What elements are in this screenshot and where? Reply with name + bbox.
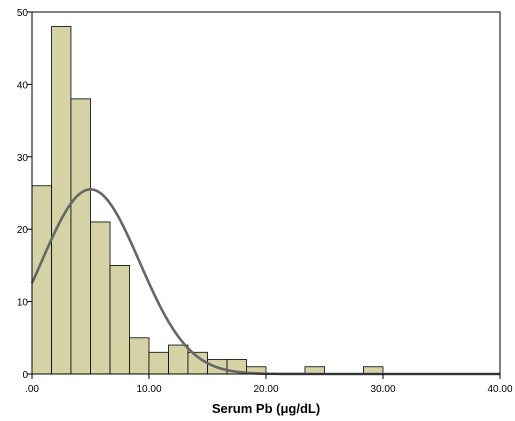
x-tick-label-3: 30.00 [370,384,395,395]
histogram-bar-3 [90,221,111,375]
y-tick-label-2: 20 [17,225,29,236]
histogram-bar-4 [109,264,130,375]
x-tick-label-4: 40.00 [487,384,512,395]
x-axis-title: Serum Pb (μg/dL) [212,401,320,416]
x-axis: .00 10.00 20.00 30.00 40.00 [25,374,513,395]
x-tick-label-1: 10.00 [136,384,161,395]
histogram-bar-7 [168,344,189,375]
histogram-bar-2 [70,98,91,375]
x-tick-label-0: .00 [25,384,39,395]
y-tick-label-4: 40 [17,80,29,91]
histogram-bar-5 [129,337,150,375]
histogram-bars [31,26,384,375]
y-tick-label-5: 50 [17,8,29,19]
y-tick-label-3: 30 [17,153,29,164]
histogram-bar-6 [148,351,169,375]
y-axis: 0 10 20 30 40 50 [17,8,32,381]
y-tick-label-1: 10 [17,298,29,309]
histogram-bar-0 [31,185,52,375]
y-tick-label-0: 0 [22,370,28,381]
histogram-bar-1 [51,26,72,375]
x-tick-label-2: 20.00 [253,384,278,395]
